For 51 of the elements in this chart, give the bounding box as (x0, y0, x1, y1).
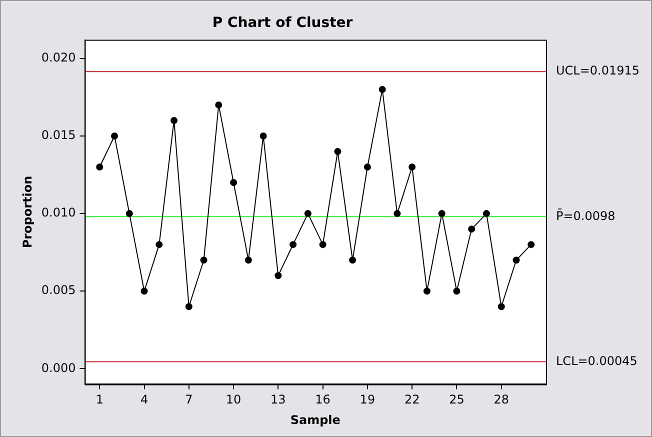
y-tick-label: 0.020 (41, 50, 76, 65)
point (512, 256, 520, 264)
point (170, 116, 178, 124)
point (453, 288, 460, 295)
point (215, 101, 222, 108)
y-tick-label: 0.005 (41, 283, 76, 298)
x-axis-title: Sample (290, 412, 340, 427)
point (394, 210, 401, 218)
point (349, 256, 356, 264)
y-tick-label: 0.010 (41, 206, 76, 220)
point (230, 179, 238, 186)
point (378, 86, 386, 93)
ref-line-label: LCL=0.00045 (556, 354, 638, 368)
x-tick-label: 1 (96, 392, 104, 407)
point (140, 288, 148, 295)
point (126, 210, 133, 218)
y-tick-label: 0.000 (41, 360, 76, 375)
point (260, 132, 267, 140)
x-tick-label: 22 (404, 392, 420, 407)
point (200, 256, 208, 264)
ref-line-label: UCL=0.01915 (556, 64, 640, 78)
x-tick-label: 19 (360, 392, 376, 407)
point (364, 164, 371, 171)
y-axis-title: Proportion (20, 176, 34, 248)
point (244, 256, 252, 264)
y-tick-label: 0.015 (41, 128, 76, 142)
point (468, 226, 476, 233)
point (482, 210, 490, 218)
point (408, 164, 416, 171)
x-tick-label: 10 (226, 392, 242, 407)
x-tick-label: 16 (315, 392, 330, 407)
point (96, 164, 104, 171)
point (319, 241, 326, 248)
point (185, 303, 192, 310)
point (498, 303, 505, 310)
x-tick-label: 13 (270, 392, 286, 407)
x-tick-label: 28 (494, 392, 510, 407)
point (290, 241, 297, 248)
x-tick-label: 4 (140, 392, 148, 407)
x-tick-label: 7 (185, 392, 193, 407)
point (423, 288, 430, 295)
point (156, 241, 163, 248)
point (528, 241, 535, 248)
point (438, 210, 446, 218)
point (111, 132, 118, 140)
ref-line-label: P̄=0.0098 (556, 208, 616, 223)
x-tick-label: 25 (449, 392, 464, 407)
point (274, 272, 282, 280)
chart-title: P Chart of Cluster (212, 15, 353, 32)
point (304, 210, 312, 218)
point (334, 148, 342, 155)
